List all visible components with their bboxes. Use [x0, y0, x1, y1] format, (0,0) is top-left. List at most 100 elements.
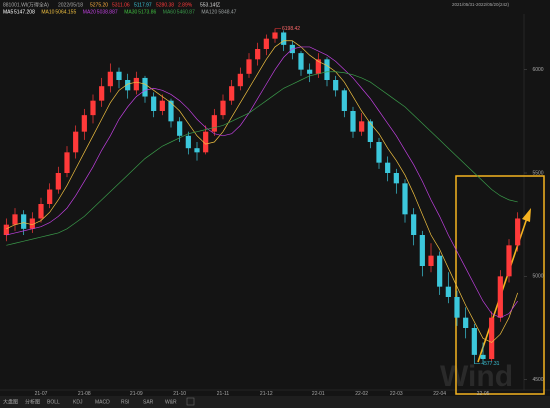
x-tick-label: 22-04: [433, 391, 446, 397]
add-tab[interactable]: [186, 397, 195, 406]
arrow-head: [522, 208, 531, 222]
candle-body: [168, 100, 174, 122]
legend-value: 5038.887: [97, 9, 118, 15]
candle-body: [125, 80, 131, 91]
x-tick-label: 21-09: [130, 391, 143, 397]
candle-body: [81, 115, 87, 132]
candle-body: [411, 214, 417, 235]
candle-body: [47, 189, 53, 204]
tab[interactable]: W&R: [165, 399, 177, 405]
candle-body: [506, 245, 512, 277]
legend-name: MA5: [3, 9, 14, 15]
quote-value: 2.89%: [178, 2, 193, 8]
candle-body: [3, 224, 9, 235]
legend-value: 5173.86: [138, 9, 156, 15]
x-tick-label: 21-11: [217, 391, 230, 397]
candle-body: [151, 96, 157, 111]
candle-body: [315, 59, 321, 74]
legend-name: MA10: [41, 9, 54, 15]
quote-value: 5275.20: [90, 2, 108, 8]
candle-body: [99, 86, 105, 101]
x-tick-label: 22-01: [312, 391, 325, 397]
legend-name: MA20: [83, 9, 96, 15]
tab[interactable]: 大盘图: [3, 398, 18, 405]
candle-body: [12, 214, 18, 225]
candle-body: [185, 135, 191, 149]
candle-body: [142, 77, 148, 97]
x-tick-label: 22-02: [355, 391, 368, 397]
candle-body: [489, 317, 495, 359]
peak-label: 6198.42: [282, 26, 300, 32]
legend-value: 5848.47: [218, 9, 236, 15]
x-tick-label: 21-10: [173, 391, 186, 397]
legend-value: 5064.155: [55, 9, 76, 15]
tab-bar: [0, 396, 550, 408]
tab[interactable]: SAR: [143, 399, 154, 405]
candle-body: [428, 255, 434, 266]
candle-body: [463, 317, 469, 328]
tab[interactable]: BOLL: [47, 399, 60, 405]
candle-body: [437, 255, 443, 287]
ma-line: [6, 40, 519, 343]
candle-body: [281, 32, 287, 45]
candle-body: [333, 80, 339, 91]
x-tick-label: 21-07: [35, 391, 48, 397]
candle-body: [116, 71, 122, 80]
quote-value: 5280.38: [156, 2, 174, 8]
candle-body: [73, 131, 79, 153]
candle-body: [359, 121, 365, 132]
x-tick-label: 22-05: [477, 391, 490, 397]
candle-body: [229, 86, 235, 101]
tab[interactable]: 分析图: [25, 398, 40, 405]
candle-body: [341, 90, 347, 111]
date-range: 2021/05/31-2022/05/20(242): [452, 2, 510, 7]
date: 2022/05/18: [58, 2, 83, 8]
candle-body: [454, 297, 460, 318]
candle-body: [376, 142, 382, 163]
code: 881001.WI(万得全A): [3, 1, 49, 8]
candle-body: [497, 276, 503, 318]
y-tick-label: 5000: [532, 274, 543, 280]
candle-body: [402, 183, 408, 215]
candle-body: [255, 49, 261, 60]
legend-value: 5147.208: [14, 9, 35, 15]
x-tick-label: 21-08: [78, 391, 91, 397]
candle-body: [324, 59, 330, 80]
candle-body: [515, 218, 521, 246]
x-tick-label: 21-12: [260, 391, 273, 397]
candle-body: [237, 73, 243, 87]
legend-name: MA60: [163, 9, 176, 15]
candle-body: [471, 328, 477, 355]
candle-body: [107, 71, 113, 87]
legend-name: MA120: [201, 9, 217, 15]
candle-body: [220, 100, 226, 116]
candle-body: [38, 204, 44, 219]
candle-body: [211, 115, 217, 132]
candle-body: [307, 69, 313, 74]
candle-body: [246, 59, 252, 74]
quote-value: 5311.06: [112, 2, 130, 8]
candle-body: [194, 148, 200, 153]
quote-value: 5117.97: [134, 2, 152, 8]
candle-body: [133, 77, 139, 91]
candle-body: [29, 218, 35, 229]
candle-body: [263, 38, 269, 49]
tab[interactable]: RSI: [121, 399, 129, 405]
tab[interactable]: KDJ: [73, 399, 83, 405]
candle-body: [64, 152, 70, 173]
candle-body: [385, 162, 391, 173]
candle-body: [21, 214, 27, 229]
legend-value: 5460.87: [177, 9, 195, 15]
candle-body: [393, 173, 399, 184]
candle-body: [90, 100, 96, 116]
quote-value: 553.14亿: [200, 1, 220, 8]
y-tick-label: 4500: [532, 377, 543, 383]
watermark: Wind: [440, 360, 513, 393]
tab[interactable]: MACD: [95, 399, 110, 405]
ma-line: [6, 46, 518, 319]
low-label: 4577.31: [481, 361, 499, 367]
candle-body: [159, 100, 165, 111]
candle-body: [203, 131, 209, 153]
